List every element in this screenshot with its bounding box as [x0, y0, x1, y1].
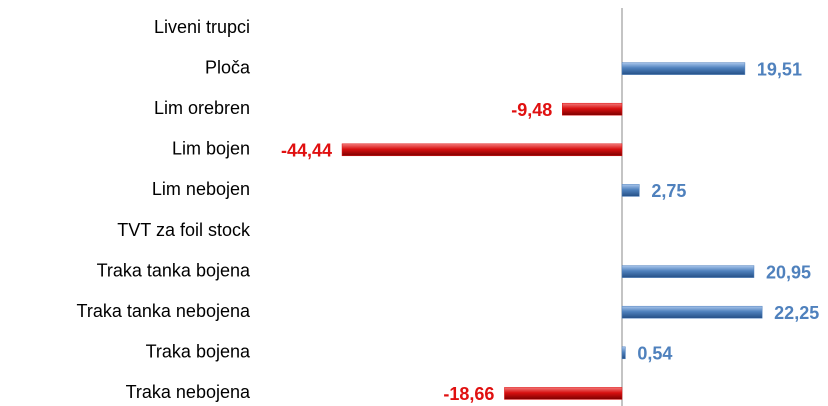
category-label: Lim nebojen: [152, 179, 250, 199]
value-label: 22,25: [774, 303, 819, 323]
category-label: Traka nebojena: [126, 382, 251, 402]
bar: [504, 387, 623, 400]
category-label: Traka tanka nebojena: [77, 301, 251, 321]
value-label: 20,95: [766, 262, 811, 282]
category-label: Lim orebren: [154, 98, 250, 118]
bar: [562, 102, 623, 116]
value-label: -18,66: [443, 384, 494, 404]
value-label: 19,51: [757, 59, 802, 79]
bar: [621, 62, 746, 75]
category-label: Ploča: [205, 57, 251, 77]
category-label: Traka bojena: [146, 342, 251, 362]
value-label: -9,48: [511, 100, 552, 120]
value-label: 2,75: [651, 181, 686, 201]
bar: [621, 305, 763, 319]
category-label: Liveni trupci: [154, 17, 250, 37]
value-label: 0,54: [637, 344, 672, 364]
category-label: TVT za foil stock: [117, 220, 251, 240]
bar: [621, 346, 626, 360]
category-label: Lim bojen: [172, 139, 250, 159]
bar: [341, 143, 623, 157]
bar: [621, 265, 755, 278]
category-label: Traka tanka bojena: [97, 260, 251, 280]
value-label: -44,44: [281, 141, 332, 161]
bar: [621, 184, 640, 197]
